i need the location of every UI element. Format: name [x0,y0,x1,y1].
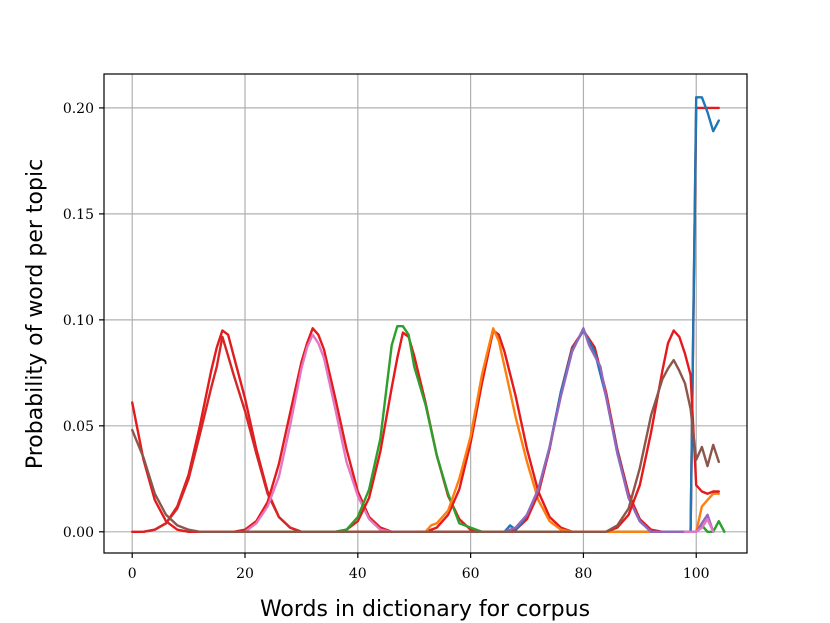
series-line-12 [503,327,715,533]
x-axis: 0 20 40 60 80 100 [128,553,710,582]
y-axis-label: Probability of word per topic [23,159,48,469]
series-line-4 [232,327,427,533]
grid [104,74,747,553]
x-tick-label: 40 [349,566,367,582]
series-line-9 [424,327,720,533]
x-tick-label: 20 [236,566,254,582]
plot-frame [103,73,748,554]
y-tick-label: 0.15 [63,207,94,223]
series-line-8 [424,329,608,533]
x-tick-label: 60 [462,566,480,582]
series-line-13 [604,329,720,533]
x-tick-label: 100 [683,566,710,582]
series-line-15 [683,517,715,533]
series-group [130,96,726,533]
x-tick-label: 0 [128,566,137,582]
y-tick-label: 0.10 [63,313,94,329]
series-line-5 [243,333,416,533]
y-axis: 0.00 0.05 0.10 0.15 0.20 [63,101,104,541]
y-tick-label: 0.20 [63,101,94,117]
x-axis-label: Words in dictionary for corpus [260,597,590,622]
series-line-14 [130,358,720,533]
y-tick-label: 0.00 [63,525,94,541]
series-line-3 [142,335,337,533]
series-line-11 [503,96,720,533]
x-tick-label: 80 [575,566,593,582]
y-tick-label: 0.05 [63,419,94,435]
